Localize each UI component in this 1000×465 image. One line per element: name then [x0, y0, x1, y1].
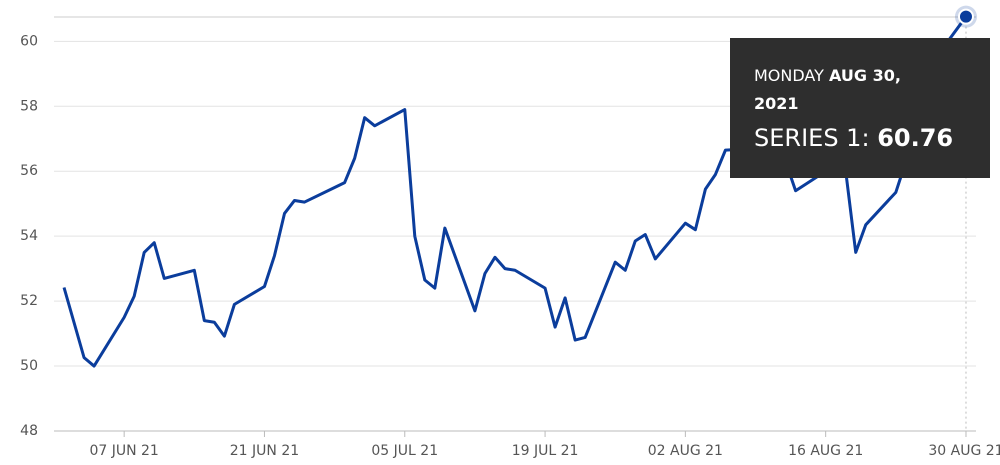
y-tick-label: 48: [20, 423, 38, 439]
tooltip-day: AUG 30, 2021: [754, 66, 901, 113]
tooltip-weekday: MONDAY: [754, 66, 824, 85]
tooltip-value: 60.76: [877, 124, 954, 152]
tooltip-series: SERIES 1:: [754, 124, 870, 152]
y-tick-label: 56: [20, 163, 38, 179]
y-tick-label: 50: [20, 358, 38, 374]
tooltip-date: MONDAY AUG 30, 2021: [754, 62, 924, 118]
x-tick-label: 16 AUG 21: [788, 443, 863, 459]
x-tick-label: 02 AUG 21: [648, 443, 723, 459]
x-tick-label: 19 JUL 21: [512, 443, 579, 459]
x-tick-label: 21 JUN 21: [230, 443, 299, 459]
hover-point: [957, 8, 974, 25]
x-tick-label: 07 JUN 21: [89, 443, 158, 459]
y-tick-label: 54: [20, 228, 38, 244]
tooltip: MONDAY AUG 30, 2021 SERIES 1: 60.76: [730, 38, 990, 178]
x-tick-label: 30 AUG 21: [928, 443, 1000, 459]
x-tick-label: 05 JUL 21: [371, 443, 438, 459]
y-tick-label: 58: [20, 98, 38, 114]
tooltip-value-row: SERIES 1: 60.76: [754, 124, 974, 152]
y-tick-label: 60: [20, 33, 38, 49]
y-tick-label: 52: [20, 293, 38, 309]
series-line: [62, 15, 968, 368]
